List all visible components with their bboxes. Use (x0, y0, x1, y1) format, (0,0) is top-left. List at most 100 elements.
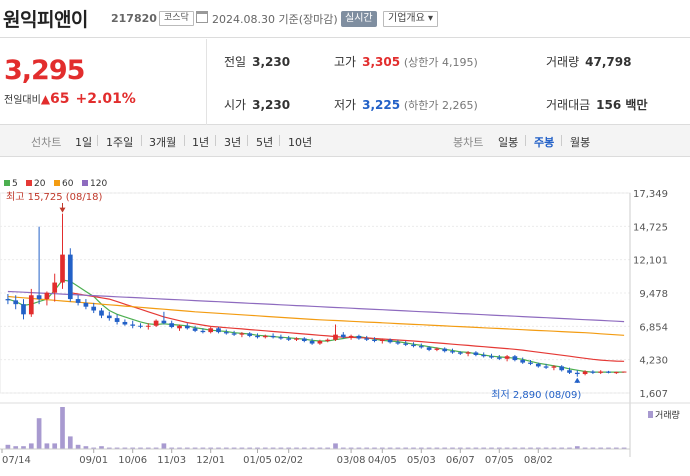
volume-bar (598, 447, 604, 449)
tab-monthly[interactable]: 월봉 (570, 136, 591, 149)
x-tick-label: 03/08 (337, 455, 366, 466)
candle-body (574, 372, 580, 375)
volume-bar (442, 447, 448, 449)
stat-label: 전일 (224, 55, 247, 69)
stat-value: 3,230 (252, 98, 291, 112)
tab-1week[interactable]: 1주일 (106, 136, 134, 149)
volume-bar (621, 447, 627, 449)
volume-bar (301, 447, 307, 449)
tab-1day[interactable]: 1일 (75, 136, 93, 149)
chart-svg[interactable]: 5 20 60 120 최고 15,725 (08/18) 최저 2,890 (08/0… (0, 157, 690, 476)
tab-daily[interactable]: 일봉 (498, 136, 519, 149)
volume-bar (450, 447, 455, 449)
candle-body (418, 346, 424, 348)
candle-body (13, 300, 19, 305)
tab-3year[interactable]: 3년 (224, 136, 242, 149)
stock-code: 217820 (111, 12, 157, 25)
volume-bar (278, 447, 284, 449)
volume-bar (130, 447, 136, 449)
volume-bar (262, 447, 268, 449)
volume-bar (67, 436, 73, 449)
divider (561, 135, 562, 146)
stat-label: 고가 (334, 55, 357, 69)
y-tick-label: 4,230 (639, 356, 668, 367)
volume-bar (106, 447, 112, 449)
candle-body (5, 299, 11, 301)
candle-body (465, 352, 471, 354)
divider (525, 135, 526, 146)
stat-value: 47,798 (585, 55, 632, 69)
volume-bar (348, 447, 354, 449)
stat-prev-close: 전일 3,230 (224, 53, 290, 70)
volume-bar (44, 443, 50, 449)
chart-tabs: 선차트 1일 1주일 3개월 1년 3년 5년 10년 봉차트 일봉 주봉 월봉 (0, 125, 690, 157)
volume-bar (36, 418, 42, 449)
volume-bar (496, 447, 502, 449)
candle-body (613, 372, 619, 374)
tab-1year[interactable]: 1년 (192, 136, 210, 149)
volume-bar (551, 447, 557, 449)
x-tick-label: 07/05 (485, 455, 514, 466)
candle-body (75, 299, 81, 303)
volume-bar (582, 447, 588, 449)
chart-grid (0, 192, 631, 457)
volume-bar (21, 446, 26, 449)
candle-body (36, 295, 42, 300)
y-tick-label: 14,725 (633, 222, 668, 233)
volume-bar (403, 447, 409, 449)
volume-bar (590, 447, 596, 449)
ma-line-20 (70, 292, 625, 362)
candle-body (138, 325, 143, 327)
candle-body (364, 338, 370, 340)
volume-bar (520, 447, 526, 449)
candle-body (270, 335, 276, 338)
volume-bar (387, 447, 393, 449)
weekly-candle-chart[interactable]: 5 20 60 120 최고 15,725 (08/18) 최저 2,890 (08/0… (0, 157, 690, 476)
candle-body (192, 328, 198, 331)
volume-bar (184, 447, 190, 449)
tab-weekly[interactable]: 주봉 (534, 136, 555, 149)
candle-body (489, 356, 494, 358)
stat-amount: 거래대금 156 백만 (546, 96, 647, 113)
legend-swatch-120 (82, 180, 88, 186)
tab-10year[interactable]: 10년 (288, 136, 313, 149)
volume-bar (223, 447, 229, 449)
volume-bar (457, 447, 463, 449)
price-summary: 3,295 전일대비▲65 +2.01% 전일 3,230 고가 3,305 (상한가… (0, 39, 690, 125)
volume-bar (13, 446, 19, 449)
tab-3month[interactable]: 3개월 (149, 136, 177, 149)
volume-bar (473, 447, 479, 449)
x-tick-label: 01/05 (243, 455, 272, 466)
tab-5year[interactable]: 5년 (256, 136, 274, 149)
volume-bar (418, 447, 424, 449)
company-overview-button[interactable]: 기업개요 ▾ (383, 11, 438, 27)
candle-body (340, 334, 346, 338)
candle-body (598, 371, 604, 373)
candle-body (153, 320, 159, 326)
divider (215, 135, 216, 146)
volume-bar (153, 447, 159, 449)
candle-body (512, 356, 518, 361)
max-arrow-head (59, 207, 66, 213)
candle-body (387, 339, 393, 343)
volume-bar (138, 447, 143, 449)
stock-name: 원익피앤이 (3, 9, 88, 31)
divider (279, 135, 280, 146)
x-tick-label: 10/06 (118, 455, 147, 466)
candle-body (356, 335, 362, 339)
candle-body (379, 339, 385, 341)
annotations: 최고 15,725 (08/18) 최저 2,890 (08/09) (6, 191, 581, 401)
volume-bar (411, 447, 416, 449)
candle-body (457, 352, 463, 354)
candle-body (130, 324, 136, 326)
candle-body (83, 302, 89, 307)
lower-limit: (하한가 2,265) (403, 99, 478, 112)
change-percent: +2.01% (75, 91, 136, 107)
divider (206, 39, 207, 125)
candle-body (21, 304, 26, 315)
x-tick-label: 06/07 (446, 455, 475, 466)
ma-line-120 (7, 290, 625, 323)
moving-average-lines (7, 279, 625, 373)
realtime-button[interactable]: 실시간 (341, 11, 377, 27)
divider (141, 135, 142, 146)
